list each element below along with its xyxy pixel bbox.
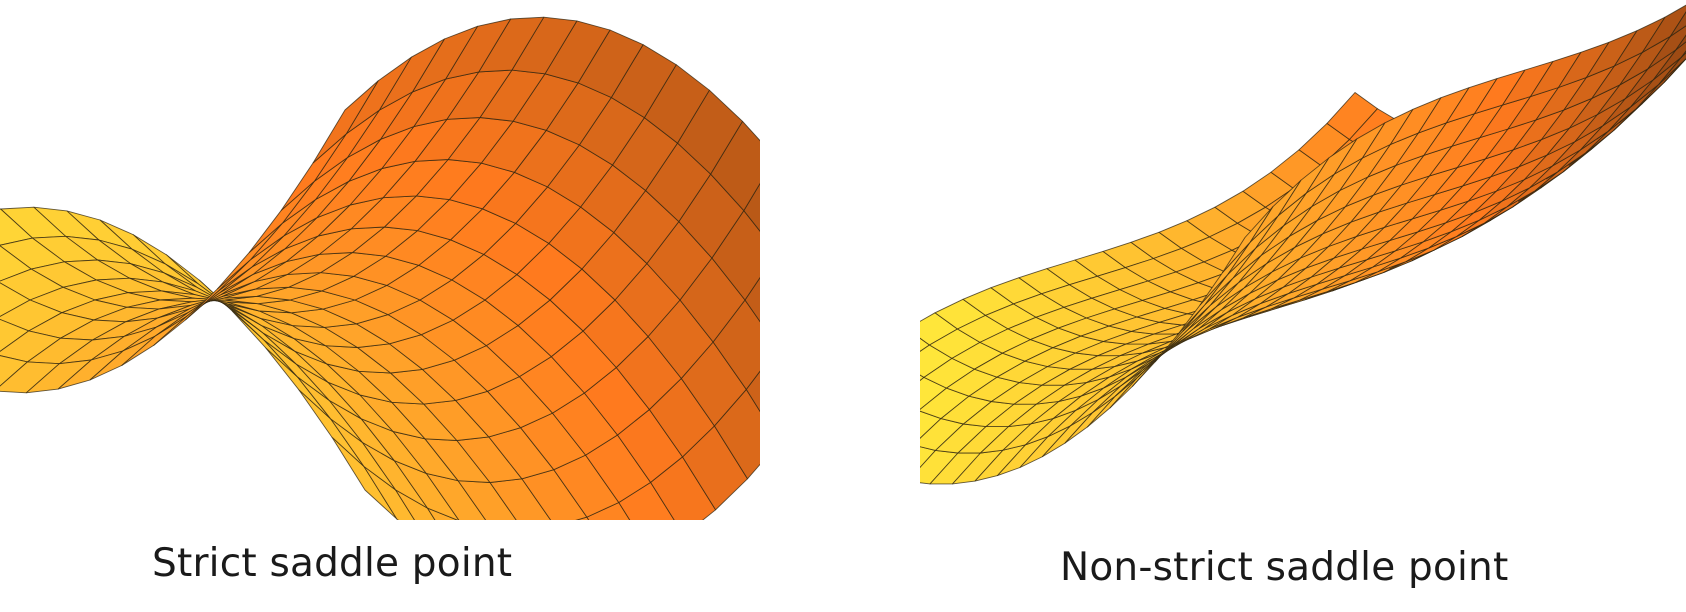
surface-mesh-cell: [1675, 34, 1686, 51]
surface-mesh-cell: [1670, 11, 1686, 37]
surface-mesh-cell: [1681, 50, 1686, 58]
surface-mesh-cell: [1664, 57, 1686, 83]
strict-saddle-surface: [0, 16, 760, 520]
non-strict-saddle-figure: Non-strict saddle point: [920, 0, 1686, 612]
strict-saddle-figure: Strict saddle point: [0, 0, 760, 612]
non-strict-saddle-surface: [920, 4, 1686, 485]
non-strict-saddle-caption: Non-strict saddle point: [1060, 545, 1509, 590]
strict-saddle-caption: Strict saddle point: [152, 541, 513, 586]
surface-mesh-cell: [312, 80, 379, 164]
surface-mesh-cell: [920, 374, 925, 382]
surface-mesh-cell: [1658, 52, 1686, 85]
